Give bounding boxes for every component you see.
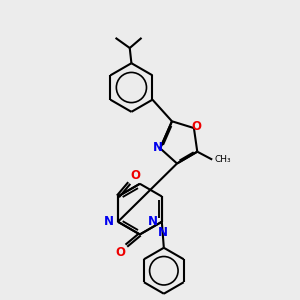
- Text: CH₃: CH₃: [214, 155, 231, 164]
- Text: N: N: [158, 226, 167, 239]
- Text: O: O: [115, 246, 125, 260]
- Text: O: O: [191, 120, 201, 133]
- Text: N: N: [147, 214, 158, 228]
- Text: N: N: [153, 141, 163, 154]
- Text: O: O: [130, 169, 141, 182]
- Text: N: N: [103, 214, 113, 228]
